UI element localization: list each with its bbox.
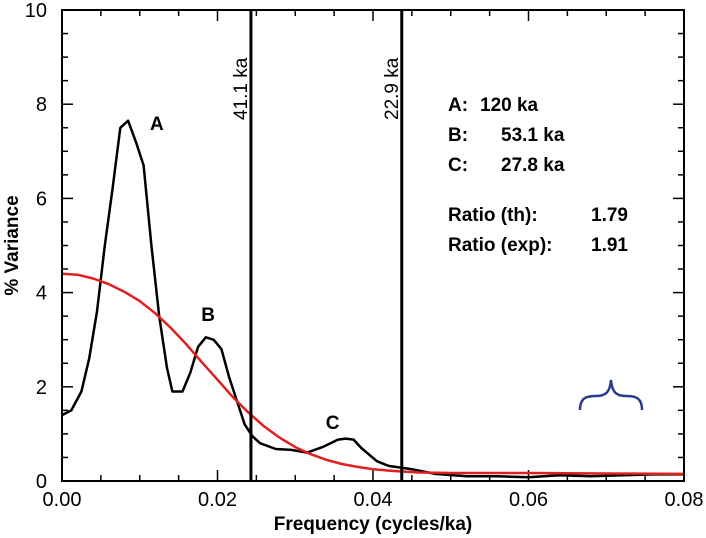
y-tick-label: 8 xyxy=(36,94,47,116)
x-tick-label: 0.08 xyxy=(665,489,704,511)
x-tick-label: 0.02 xyxy=(198,489,237,511)
y-tick-label: 10 xyxy=(25,0,47,22)
annotation-value: 120 ka xyxy=(480,95,539,116)
tick-labels: 0.00 0.02 0.04 0.06 0.08 0 2 4 6 8 10 xyxy=(25,0,704,511)
y-tick-label: 6 xyxy=(36,188,47,210)
x-tick-label: 0.00 xyxy=(43,489,82,511)
plot-frame xyxy=(61,9,685,482)
annotation-value: 1.91 xyxy=(591,235,628,256)
x-tick-label: 0.06 xyxy=(509,489,548,511)
period-line-label: 22.9 ka xyxy=(382,57,403,120)
y-tick-label: 0 xyxy=(36,471,47,493)
model-fit-line xyxy=(61,272,685,476)
annotation-value: 27.8 ka xyxy=(501,155,565,176)
annotation-key: B: xyxy=(448,125,468,146)
peak-label: B xyxy=(201,305,215,326)
annotation-key: Ratio (exp): xyxy=(448,235,553,256)
x-axis-title: Frequency (cycles/ka) xyxy=(274,514,473,535)
annotation-key: C: xyxy=(448,155,468,176)
series-group xyxy=(61,119,685,479)
annotation-box: A: 120 ka B: 53.1 ka C: 27.8 ka Ratio (th): 1.7… xyxy=(448,95,628,256)
vertical-lines: 41.1 ka 22.9 ka xyxy=(231,10,404,481)
y-axis-title: % Variance xyxy=(2,195,23,295)
annotation-value: 1.79 xyxy=(591,205,628,226)
annotation-value: 53.1 ka xyxy=(501,125,565,146)
peak-label: C xyxy=(326,413,340,434)
peak-labels: A B C xyxy=(150,114,340,434)
x-tick-label: 0.04 xyxy=(354,489,393,511)
spectrum-line xyxy=(61,119,684,479)
peak-label: A xyxy=(150,114,164,135)
annotation-key: Ratio (th): xyxy=(448,205,538,226)
y-tick-label: 4 xyxy=(36,283,47,305)
brace-icon xyxy=(578,379,644,411)
y-tick-label: 2 xyxy=(36,377,47,399)
period-line-label: 41.1 ka xyxy=(231,57,252,120)
annotation-key: A: xyxy=(448,95,468,116)
